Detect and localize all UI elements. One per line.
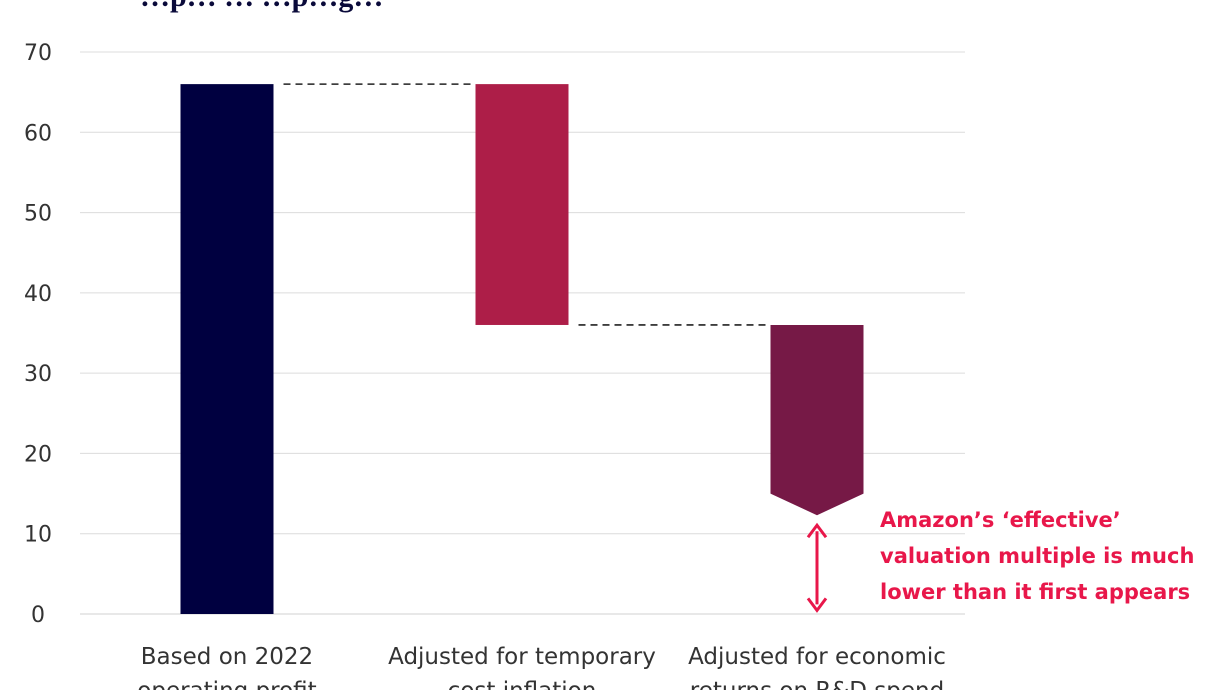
annotation-arrowhead-down [806,597,828,613]
y-tick-label-30: 30 [24,362,52,387]
x-category-label-1-line-2: operating profit [137,678,316,690]
bar-2 [475,84,569,325]
x-axis-labels: Based on 2022 operating profit Adjusted fo… [137,644,946,690]
x-category-label-2-line-2: cost inflation [448,678,597,690]
y-tick-label-60: 60 [24,121,52,146]
bar-1 [180,84,274,615]
annotation-text-line-1: Amazon’s ‘effective’ [880,508,1121,532]
annotation-arrowhead-up [806,522,828,539]
chart-title: …p… … …p…g… [140,0,383,13]
y-tick-label-10: 10 [24,523,52,548]
y-tick-label-20: 20 [24,442,52,467]
bar-3 [770,324,864,516]
x-category-label-2-line-1: Adjusted for temporary [388,644,656,670]
x-category-label-3-line-1: Adjusted for economic [688,644,946,670]
y-tick-label-70: 70 [24,41,52,66]
x-category-label-3-line-2: returns on R&D spend [690,678,944,690]
x-category-label-1-line-1: Based on 2022 [141,644,313,670]
annotation-text-line-3: lower than it first appears [880,580,1190,604]
y-tick-label-0: 0 [31,603,45,628]
bars [180,84,864,615]
annotation-text-line-2: valuation multiple is much [880,544,1194,568]
y-tick-label-50: 50 [24,202,52,227]
y-tick-label-40: 40 [24,282,52,307]
y-axis-ticks: 0 10 20 30 40 50 60 70 [24,41,52,628]
annotation: Amazon’s ‘effective’ valuation multiple i… [806,508,1194,613]
connector-lines [283,83,767,326]
